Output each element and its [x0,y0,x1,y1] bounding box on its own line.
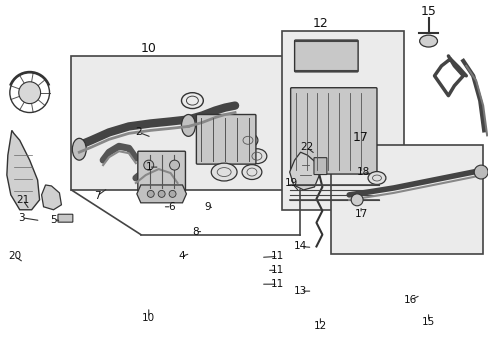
Circle shape [351,194,363,206]
FancyBboxPatch shape [314,158,327,175]
Text: 5: 5 [50,215,57,225]
Circle shape [169,190,176,197]
FancyBboxPatch shape [196,114,256,164]
Polygon shape [282,31,404,210]
Ellipse shape [73,138,86,160]
Text: 6: 6 [168,202,175,212]
Text: 10: 10 [142,313,155,323]
Text: 11: 11 [271,279,284,289]
Ellipse shape [242,165,262,180]
FancyBboxPatch shape [58,214,73,222]
Ellipse shape [181,114,196,136]
Circle shape [170,160,179,170]
Text: 14: 14 [294,242,307,252]
Text: 19: 19 [285,178,298,188]
Polygon shape [7,130,40,210]
Text: 9: 9 [204,202,211,212]
Polygon shape [137,185,187,203]
Circle shape [158,190,165,197]
Circle shape [474,165,488,179]
Polygon shape [72,56,299,190]
Text: 7: 7 [94,191,100,201]
Text: 10: 10 [141,41,157,54]
Text: 11: 11 [271,265,284,275]
Circle shape [144,160,154,170]
Text: 2: 2 [136,127,142,138]
Text: 22: 22 [300,142,313,152]
Text: 20: 20 [8,251,22,261]
Text: 18: 18 [356,167,370,177]
Circle shape [19,82,41,104]
Circle shape [147,190,154,197]
Ellipse shape [247,149,267,164]
Text: 1: 1 [146,162,152,172]
FancyBboxPatch shape [291,88,377,174]
Text: 4: 4 [178,251,185,261]
Ellipse shape [211,163,237,181]
FancyBboxPatch shape [138,151,185,191]
Text: 17: 17 [354,209,368,219]
Text: 15: 15 [420,5,437,18]
Text: 13: 13 [294,286,307,296]
Text: 16: 16 [404,295,417,305]
Text: 17: 17 [353,131,369,144]
FancyBboxPatch shape [294,40,358,72]
Text: 15: 15 [422,317,435,327]
Text: 3: 3 [19,213,25,223]
Text: 21: 21 [16,195,29,205]
Ellipse shape [238,133,258,148]
Text: 8: 8 [192,226,199,237]
Ellipse shape [368,172,386,184]
Text: 11: 11 [271,251,284,261]
Text: 12: 12 [313,17,328,30]
Polygon shape [42,185,61,210]
Polygon shape [290,152,319,190]
Polygon shape [331,145,483,255]
Ellipse shape [419,35,438,47]
Text: 12: 12 [314,321,327,331]
